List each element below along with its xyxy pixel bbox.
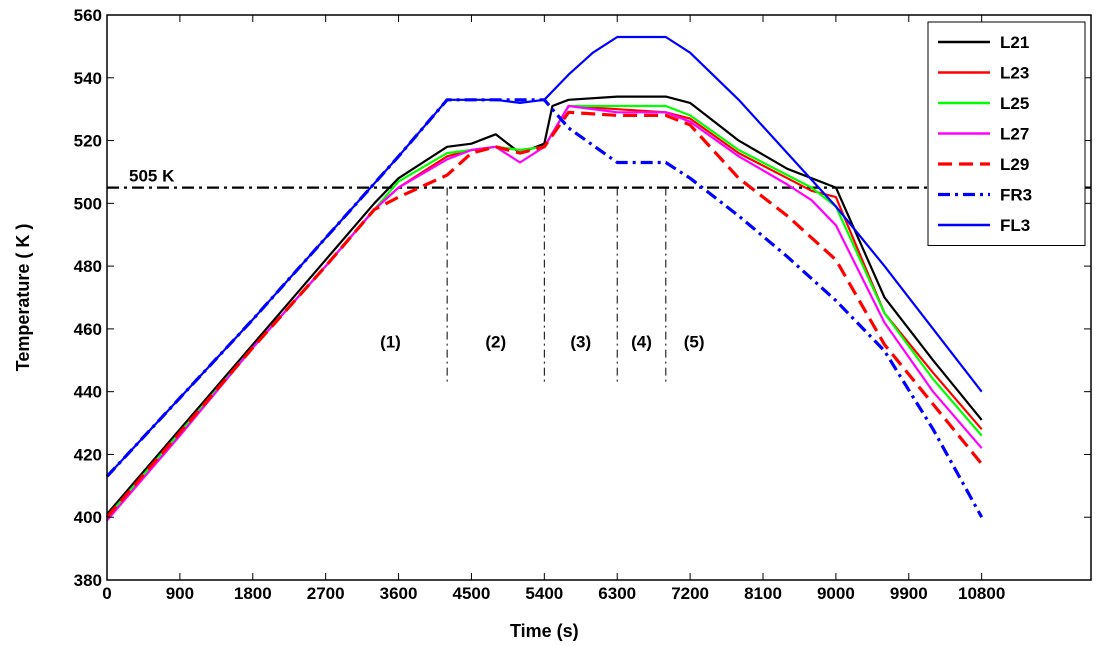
- y-tick-label: 460: [74, 320, 102, 339]
- y-tick-label: 420: [74, 445, 102, 464]
- legend-label-l29: L29: [1000, 155, 1029, 174]
- y-tick-label: 540: [74, 69, 102, 88]
- y-tick-label: 560: [74, 6, 102, 25]
- x-tick-label: 6300: [598, 584, 636, 603]
- phase-label: (1): [380, 333, 401, 352]
- x-axis-label: Time (s): [510, 621, 579, 641]
- x-tick-label: 10800: [958, 584, 1005, 603]
- series-line-l29: [105, 110, 983, 519]
- phase-label: (4): [631, 333, 652, 352]
- x-tick-label: 1800: [234, 584, 272, 603]
- phase-label: (2): [485, 333, 506, 352]
- x-tick-label: 5400: [525, 584, 563, 603]
- legend-label-l27: L27: [1000, 125, 1029, 144]
- y-tick-label: 520: [74, 132, 102, 151]
- y-tick-label: 480: [74, 257, 102, 276]
- legend-label-l21: L21: [1000, 33, 1029, 52]
- x-tick-label: 7200: [671, 584, 709, 603]
- series-layer: [105, 35, 984, 522]
- phase-label: (3): [570, 333, 591, 352]
- reference-line-label: 505 K: [129, 167, 175, 186]
- y-tick-label: 440: [74, 383, 102, 402]
- phase-label: (5): [684, 333, 705, 352]
- y-tick-label: 380: [74, 571, 102, 590]
- x-tick-label: 0: [102, 584, 111, 603]
- y-tick-label: 500: [74, 194, 102, 213]
- x-tick-label: 9900: [890, 584, 928, 603]
- x-tick-label: 8100: [744, 584, 782, 603]
- x-tick-label: 3600: [380, 584, 418, 603]
- x-tick-label: 2700: [307, 584, 345, 603]
- reference-layer: 505 K (1) (2) (3) (4) (5): [107, 167, 1091, 386]
- legend-label-l25: L25: [1000, 94, 1029, 113]
- x-tick-label: 9000: [817, 584, 855, 603]
- x-tick-label: 900: [166, 584, 194, 603]
- x-tick-label: 4500: [453, 584, 491, 603]
- plot-frame: [106, 14, 1092, 581]
- y-tick-label: 400: [74, 508, 102, 527]
- axis-ticks: 0 900 1800 2700 3600 4500 5400 6300 7200 8100 9000…: [74, 6, 1091, 603]
- series-line-fr3: [105, 98, 984, 518]
- series-line-fl3: [106, 35, 983, 478]
- legend-label-fr3: FR3: [1000, 186, 1032, 205]
- y-axis-label: Temperature ( K ): [13, 224, 33, 372]
- legend-label-l23: L23: [1000, 64, 1029, 83]
- legend: L21 L23 L25 L27 L29 FR3 FL3: [927, 21, 1086, 246]
- legend-label-fl3: FL3: [1000, 216, 1030, 235]
